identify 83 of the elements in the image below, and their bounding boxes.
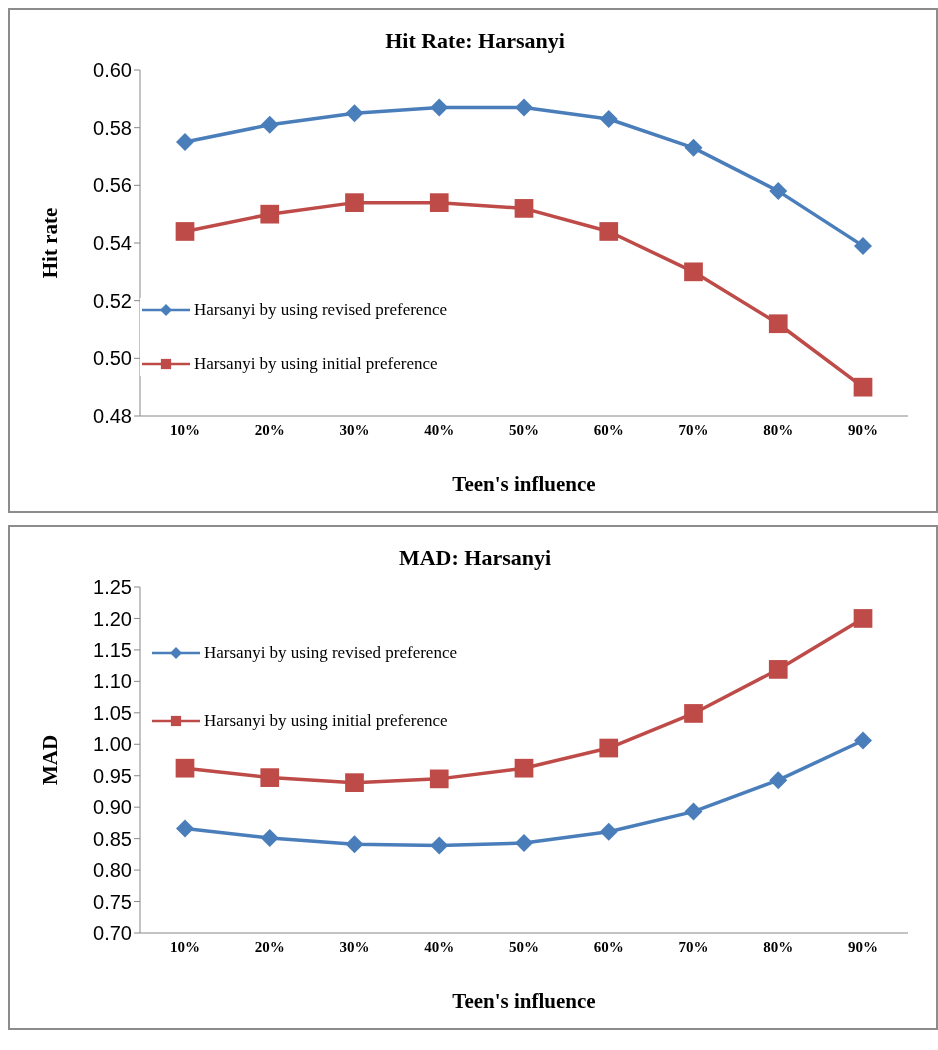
x-tick-label: 10%: [170, 421, 200, 438]
point: [345, 773, 364, 792]
point: [515, 98, 533, 117]
point: [260, 829, 279, 848]
x-tick-label: 70%: [678, 421, 709, 438]
x-tick-label: 80%: [763, 938, 794, 955]
x-axis-title: Teen's influence: [452, 472, 596, 496]
point: [769, 771, 788, 790]
y-axis-title: MAD: [38, 734, 63, 786]
x-axis-title: Teen's influence: [452, 989, 596, 1013]
chart-title: Hit Rate: Harsanyi: [384, 28, 566, 54]
point: [599, 110, 618, 129]
point: [260, 115, 279, 134]
point: [514, 758, 534, 778]
y-tick-label: 0.75: [93, 890, 132, 913]
point: [854, 236, 872, 255]
point: [430, 836, 449, 855]
x-tick-label: 70%: [678, 938, 709, 955]
point: [175, 758, 195, 778]
x-tick-label: 20%: [254, 421, 285, 438]
x-tick-label: 80%: [763, 421, 794, 438]
y-tick-label: 0.70: [93, 922, 132, 945]
point: [768, 314, 788, 334]
y-tick-label: 1.05: [93, 701, 132, 724]
y-tick-label: 0.54: [93, 232, 132, 255]
legend-label: Harsanyi by using initial preference: [204, 711, 448, 731]
x-tick-label: 10%: [170, 938, 200, 955]
point: [769, 182, 788, 201]
y-tick-label: 0.58: [93, 116, 132, 139]
x-tick-label: 60%: [593, 938, 624, 955]
chart-title: MAD: Harsanyi: [397, 545, 553, 571]
point: [175, 222, 195, 241]
y-tick-label: 0.85: [93, 827, 132, 850]
point: [429, 769, 449, 789]
point: [684, 704, 703, 723]
y-axis-title: Hit rate: [38, 207, 63, 279]
point: [599, 822, 618, 841]
x-tick-label: 90%: [848, 938, 878, 955]
point: [430, 98, 449, 117]
x-tick-label: 50%: [509, 421, 539, 438]
x-tick-label: 40%: [424, 938, 455, 955]
point: [684, 802, 703, 821]
point: [260, 204, 280, 224]
point: [345, 104, 364, 123]
x-tick-label: 30%: [339, 938, 370, 955]
x-tick-label: 40%: [424, 421, 455, 438]
point: [853, 377, 873, 397]
point: [515, 834, 533, 853]
x-tick-label: 20%: [254, 938, 285, 955]
y-tick-label: 0.60: [93, 59, 132, 82]
point: [599, 738, 619, 758]
point: [853, 609, 873, 628]
point: [768, 660, 788, 679]
x-tick-label: 60%: [593, 421, 624, 438]
point: [684, 138, 703, 157]
point: [176, 819, 194, 838]
point: [176, 133, 194, 152]
y-tick-label: 0.56: [93, 174, 132, 197]
x-tick-label: 50%: [509, 938, 539, 955]
legend-label: Harsanyi by using revised preference: [194, 300, 448, 320]
y-tick-label: 0.80: [93, 859, 132, 882]
y-tick-label: 1.20: [93, 607, 132, 630]
point: [260, 768, 280, 787]
y-tick-label: 0.48: [93, 405, 132, 428]
legend-label: Harsanyi by using initial preference: [194, 354, 438, 374]
point: [514, 199, 534, 218]
y-tick-label: 0.50: [93, 347, 132, 370]
y-tick-label: 1.15: [93, 639, 132, 662]
point: [345, 193, 364, 212]
point: [345, 835, 364, 854]
point: [854, 731, 872, 750]
y-tick-label: 0.95: [93, 764, 132, 787]
y-tick-label: 1.10: [93, 670, 132, 693]
y-tick-label: 0.52: [93, 289, 132, 312]
point: [684, 262, 703, 282]
y-tick-label: 0.90: [93, 796, 132, 819]
x-tick-label: 90%: [848, 421, 878, 438]
point: [599, 222, 619, 241]
y-tick-label: 1.00: [93, 733, 132, 756]
point: [429, 193, 449, 212]
y-tick-label: 1.25: [93, 576, 132, 599]
x-tick-label: 30%: [339, 421, 370, 438]
legend-label: Harsanyi by using revised preference: [204, 643, 458, 663]
